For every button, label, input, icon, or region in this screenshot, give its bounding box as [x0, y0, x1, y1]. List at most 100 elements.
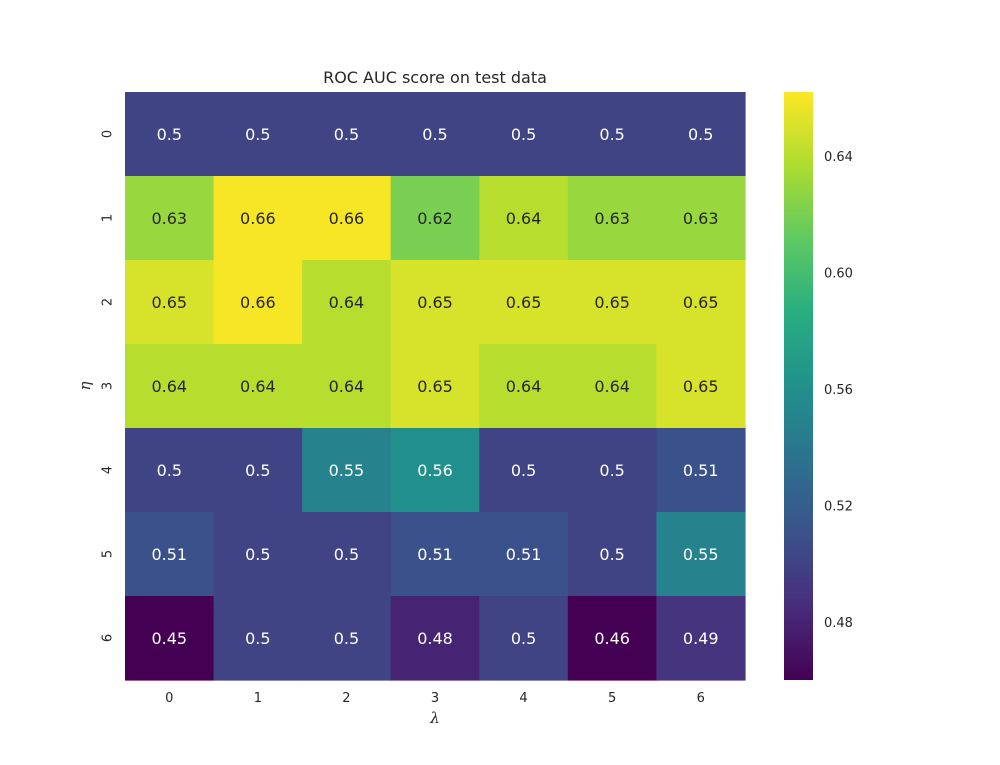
- cell-annotation: 0.48: [417, 629, 453, 648]
- cell-annotation: 0.65: [417, 377, 453, 396]
- heatmap-cell: [656, 260, 746, 345]
- heatmap-cell: [567, 428, 658, 513]
- cell-annotation: 0.51: [417, 545, 453, 564]
- heatmap-cell: [567, 344, 658, 429]
- cell-annotation: 0.64: [151, 377, 187, 396]
- heatmap-cell: [125, 344, 215, 429]
- heatmap-cell: [479, 176, 569, 261]
- cell-annotation: 0.66: [329, 209, 365, 228]
- heatmap-cell: [656, 92, 746, 177]
- cell-annotation: 0.46: [594, 629, 630, 648]
- cell-annotation: 0.5: [511, 461, 536, 480]
- x-tick-label: 0: [165, 691, 173, 706]
- colorbar-tick-label: 0.64: [824, 150, 853, 165]
- y-tick-label: 1: [101, 214, 116, 222]
- cell-annotation: 0.51: [683, 461, 719, 480]
- heatmap-cell: [567, 512, 658, 597]
- cell-annotation: 0.56: [417, 461, 453, 480]
- cell-annotation: 0.5: [245, 461, 270, 480]
- heatmap-cell: [656, 344, 746, 429]
- heatmap-cell: [656, 596, 746, 681]
- y-tick-labels: 0 1 2 3 4 5 6: [101, 130, 116, 642]
- heatmap-cell: [213, 596, 303, 681]
- heatmap-cell: [213, 260, 303, 345]
- cell-annotation: 0.65: [417, 293, 453, 312]
- heatmap-cell: [302, 512, 392, 597]
- colorbar-tick-label: 0.60: [824, 266, 853, 281]
- heatmap-cell: [479, 596, 569, 681]
- x-tick-label: 1: [254, 691, 262, 706]
- colorbar-tick-labels: 0.48 0.52 0.56 0.60 0.64: [824, 150, 853, 631]
- cell-annotation: 0.66: [240, 209, 276, 228]
- heatmap-cell: [390, 176, 480, 261]
- cell-annotation: 0.51: [151, 545, 187, 564]
- heatmap-cell: [213, 428, 303, 513]
- y-tick-label: 2: [101, 298, 116, 306]
- heatmap-cell: [390, 92, 480, 177]
- cell-annotation: 0.65: [683, 377, 719, 396]
- heatmap-cell: [125, 92, 215, 177]
- heatmap-cell: [390, 512, 480, 597]
- chart-title: ROC AUC score on test data: [323, 68, 547, 87]
- x-tick-label: 6: [697, 691, 705, 706]
- heatmap-cell: [390, 344, 480, 429]
- colorbar-tick-label: 0.52: [824, 499, 853, 514]
- cell-annotation: 0.5: [157, 125, 182, 144]
- x-tick-label: 4: [519, 691, 527, 706]
- heatmap-cell: [213, 92, 303, 177]
- cell-annotation: 0.51: [506, 545, 542, 564]
- heatmap-cell: [125, 428, 215, 513]
- cell-annotation: 0.62: [417, 209, 453, 228]
- heatmap-cell: [390, 596, 480, 681]
- heatmap-cell: [479, 512, 569, 597]
- heatmap-cell: [567, 596, 658, 681]
- y-axis-label: η: [76, 382, 94, 391]
- y-tick-label: 4: [101, 466, 116, 474]
- heatmap-cell: [656, 428, 746, 513]
- cell-annotation: 0.64: [594, 377, 630, 396]
- heatmap-cell: [479, 344, 569, 429]
- cell-annotation: 0.5: [599, 461, 624, 480]
- cell-annotation: 0.5: [245, 545, 270, 564]
- cell-annotation: 0.5: [334, 545, 359, 564]
- cell-annotation: 0.5: [245, 629, 270, 648]
- y-tick-label: 3: [101, 382, 116, 390]
- cell-annotation: 0.64: [329, 377, 365, 396]
- heatmap-cell: [213, 344, 303, 429]
- heatmap-cell: [390, 260, 480, 345]
- cell-annotation: 0.5: [245, 125, 270, 144]
- x-tick-labels: 0 1 2 3 4 5 6: [165, 691, 705, 706]
- heatmap-cell: [302, 176, 392, 261]
- heatmap-cell: [213, 176, 303, 261]
- heatmap-cell: [567, 92, 658, 177]
- cell-annotation: 0.64: [240, 377, 276, 396]
- heatmap-cell: [125, 512, 215, 597]
- heatmap-cell: [302, 344, 392, 429]
- cell-annotation: 0.45: [151, 629, 187, 648]
- heatmap-cells: [125, 92, 746, 681]
- x-tick-label: 5: [608, 691, 616, 706]
- colorbar-tick-label: 0.56: [824, 383, 853, 398]
- cell-annotations: 0.5 0.5 0.5 0.5 0.5 0.5 0.5 0.63 0.66 0.66 0.62 0.6…: [151, 125, 718, 648]
- heatmap-cell: [656, 176, 746, 261]
- heatmap-cell: [479, 92, 569, 177]
- y-tick-label: 0: [101, 130, 116, 138]
- heatmap-cell: [302, 428, 392, 513]
- heatmap-cell: [479, 428, 569, 513]
- cell-annotation: 0.65: [683, 293, 719, 312]
- heatmap-cell: [479, 260, 569, 345]
- cell-annotation: 0.49: [683, 629, 719, 648]
- colorbar: [784, 92, 813, 680]
- heatmap-cell: [390, 428, 480, 513]
- cell-annotation: 0.5: [511, 629, 536, 648]
- heatmap-cell: [302, 596, 392, 681]
- cell-annotation: 0.65: [594, 293, 630, 312]
- y-tick-label: 5: [101, 550, 116, 558]
- cell-annotation: 0.5: [599, 125, 624, 144]
- colorbar-tick-label: 0.48: [824, 616, 853, 631]
- heatmap-cell: [302, 92, 392, 177]
- x-axis-label: λ: [429, 709, 440, 727]
- heatmap-cell: [302, 260, 392, 345]
- cell-annotation: 0.64: [506, 377, 542, 396]
